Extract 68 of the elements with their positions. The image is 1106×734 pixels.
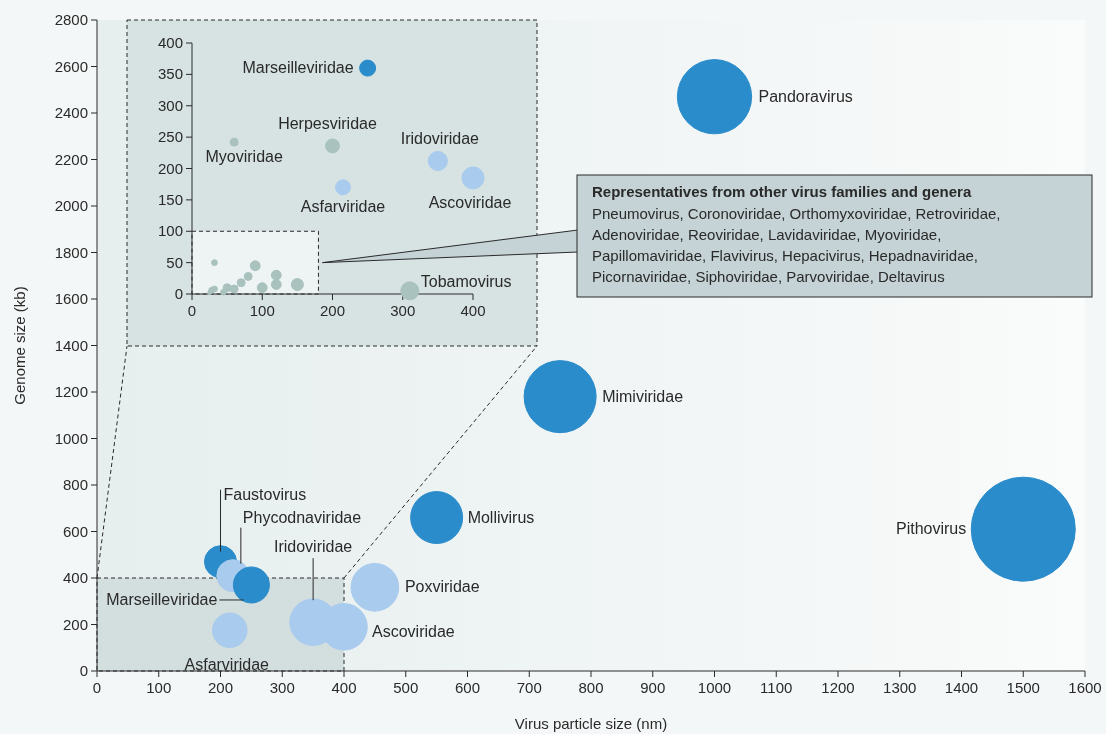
y-tick-label: 200 xyxy=(157,159,183,177)
y-tick-label: 2400 xyxy=(54,104,88,121)
y-tick-label: 400 xyxy=(62,569,88,586)
series-label: Poxviridae xyxy=(404,578,480,596)
series-label: Ascoviridae xyxy=(428,193,512,211)
y-tick-label: 1800 xyxy=(54,243,88,261)
x-tick-label: 600 xyxy=(454,679,481,696)
series-label: Mollivirus xyxy=(467,508,535,526)
y-tick-label: 2600 xyxy=(54,57,88,75)
x-tick-label: 1200 xyxy=(821,679,855,696)
y-tick-label: 0 xyxy=(174,285,183,302)
y-axis-title: Genome size (kb) xyxy=(11,286,28,405)
series-label: Pandoravirus xyxy=(758,87,853,105)
series-label: Pithovirus xyxy=(896,520,967,538)
x-tick-label: 500 xyxy=(393,679,419,696)
x-axis-title: Virus particle size (nm) xyxy=(514,715,668,732)
y-tick-label: 300 xyxy=(157,96,183,114)
series-label: Myoviridae xyxy=(205,148,283,166)
x-tick-label: 1400 xyxy=(944,679,979,696)
x-tick-label: 400 xyxy=(460,302,486,319)
x-tick-label: 100 xyxy=(146,679,172,696)
text: Iridoviridae xyxy=(273,538,353,556)
x-tick-label: 200 xyxy=(207,679,234,696)
series-label: Asfarviridae xyxy=(300,198,386,216)
y-tick-label: 150 xyxy=(157,190,183,208)
y-tick-label: 100 xyxy=(157,222,183,240)
x-tick-label: 800 xyxy=(578,679,604,696)
x-tick-label: 0 xyxy=(92,679,102,696)
x-tick-label: 1300 xyxy=(883,679,917,696)
y-tick-label: 350 xyxy=(157,65,183,83)
y-tick-label: 400 xyxy=(157,34,183,51)
y-tick-label: 2200 xyxy=(54,150,88,168)
y-tick-label: 800 xyxy=(62,476,88,493)
y-tick-label: 0 xyxy=(79,662,88,679)
y-tick-label: 200 xyxy=(62,615,88,633)
y-tick-label: 250 xyxy=(157,128,183,146)
x-tick-label: 200 xyxy=(319,302,346,319)
text: Faustovirus xyxy=(223,485,307,503)
x-tick-label: 900 xyxy=(640,679,666,696)
y-tick-label: 1600 xyxy=(54,290,88,307)
series-label: Asfarviridae xyxy=(184,656,270,674)
series-label: Marseilleviridae xyxy=(106,590,218,608)
x-tick-label: 1600 xyxy=(1068,679,1102,696)
y-tick-label: 1000 xyxy=(54,429,88,447)
y-tick-label: 50 xyxy=(166,253,183,271)
y-tick-label: 2000 xyxy=(54,197,88,214)
y-tick-label: 1400 xyxy=(54,336,88,354)
x-tick-label: 300 xyxy=(390,302,416,319)
x-tick-label: 0 xyxy=(187,302,197,319)
series-label: Ascoviridae xyxy=(372,622,455,640)
x-tick-label: 100 xyxy=(249,302,275,319)
y-tick-label: 600 xyxy=(62,522,88,540)
series-label: Herpesviridae xyxy=(278,114,377,132)
x-tick-label: 400 xyxy=(331,679,357,696)
x-tick-label: 1100 xyxy=(760,679,793,696)
series-label: Marseilleviridae xyxy=(242,59,354,77)
annotation: Representatives from other virus families and genera xyxy=(592,183,972,200)
y-tick-label: 2800 xyxy=(54,11,88,28)
x-tick-label: 300 xyxy=(269,679,295,696)
x-tick-label: 700 xyxy=(516,679,542,696)
series-label: Iridoviridae xyxy=(400,129,480,147)
text: Phycodnaviridae xyxy=(242,508,362,526)
x-tick-label: 1000 xyxy=(697,679,732,696)
series-label: Tobamovirus xyxy=(420,272,512,290)
x-tick-label: 1500 xyxy=(1006,679,1040,696)
annotation: Pneumovirus, Coronoviridae, Orthomyxoviridae, Retroviridae, Adenoviridae, Reoviridae, Lavidaviridae, Myoviridae, Papillomaviridae, Flavivirus, Hepacivirus, Hepadnaviridae, Picornaviridae, Siphoviridae, Parvoviridae, Deltavirus xyxy=(592,205,1001,285)
series-label: Mimiviridae xyxy=(602,387,684,405)
y-tick-label: 1200 xyxy=(54,383,88,400)
